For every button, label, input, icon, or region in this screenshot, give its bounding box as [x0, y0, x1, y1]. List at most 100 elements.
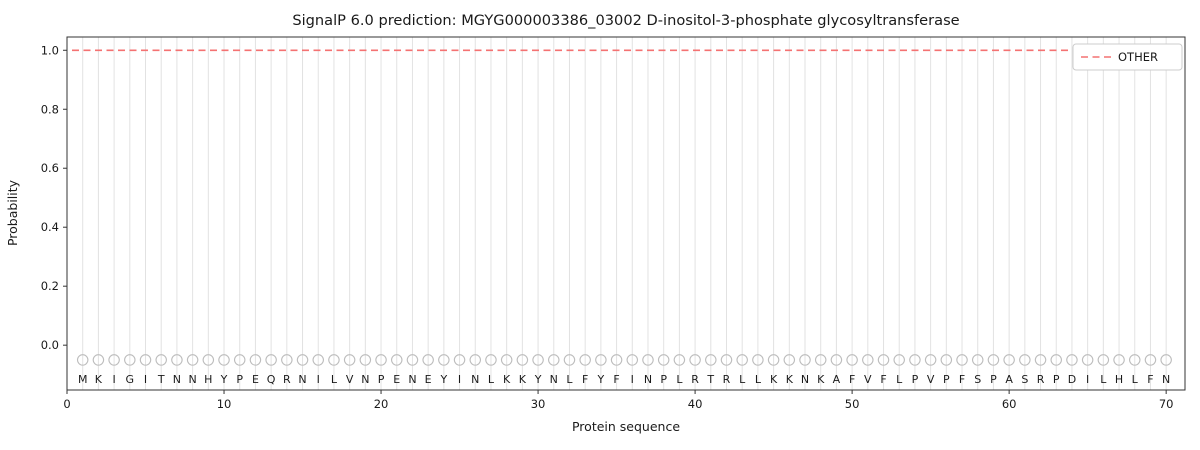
residue-letter: Y: [534, 373, 542, 386]
residue-letter: L: [896, 373, 903, 386]
residue-letter: S: [1021, 373, 1028, 386]
residue-marker: [909, 354, 921, 366]
residue-letter: L: [1132, 373, 1139, 386]
residue-marker: [752, 354, 764, 366]
residue-marker: [877, 354, 890, 366]
residue-letter: N: [408, 373, 416, 386]
residue-marker: [1097, 354, 1110, 366]
residue-letter: N: [361, 373, 369, 386]
residue-marker: [1113, 354, 1125, 366]
x-tick-label: 30: [531, 397, 546, 411]
residue-marker: [516, 354, 529, 366]
residue-marker: [736, 354, 748, 366]
residue-marker: [642, 354, 654, 366]
residue-marker: [233, 354, 246, 366]
residue-marker: [971, 354, 984, 366]
residue-marker: [657, 354, 670, 366]
residue-letter: H: [1115, 373, 1123, 386]
residue-marker: [108, 354, 120, 366]
residue-marker: [783, 354, 796, 366]
residue-marker: [155, 354, 167, 366]
residue-marker: [281, 354, 293, 366]
residue-letter: T: [706, 373, 714, 386]
residue-letter: I: [112, 373, 115, 386]
residue-letter: K: [503, 373, 511, 386]
residue-letter: P: [990, 373, 997, 386]
residue-marker: [328, 354, 340, 366]
residue-letter: I: [144, 373, 147, 386]
x-tick-label: 40: [688, 397, 703, 411]
residue-marker: [846, 354, 858, 366]
residue-letter: F: [613, 373, 619, 386]
residue-marker: [673, 354, 686, 366]
residue-marker: [469, 354, 482, 366]
residue-letter: N: [801, 373, 809, 386]
residue-marker: [359, 354, 372, 366]
residue-marker: [626, 354, 639, 366]
y-tick-label: 0.6: [41, 161, 59, 175]
residue-marker: [422, 354, 434, 366]
residue-letter: K: [770, 373, 778, 386]
residue-letter: F: [849, 373, 855, 386]
residue-letter: P: [943, 373, 950, 386]
y-tick-label: 0.8: [41, 102, 59, 116]
residue-marker: [218, 354, 230, 366]
residue-letter: V: [864, 373, 872, 386]
residue-markers: [76, 354, 1172, 366]
residue-marker: [139, 354, 152, 366]
residue-marker: [1160, 354, 1172, 366]
residue-letter: L: [566, 373, 573, 386]
residue-letter: I: [1086, 373, 1089, 386]
residue-marker: [296, 354, 309, 366]
residue-letter: F: [959, 373, 965, 386]
residue-letter: K: [817, 373, 825, 386]
residue-letter: H: [204, 373, 212, 386]
residue-letter: I: [631, 373, 634, 386]
residue-letter: F: [880, 373, 886, 386]
residue-letter: I: [317, 373, 320, 386]
residue-marker: [532, 354, 544, 366]
residue-marker: [705, 354, 717, 366]
residue-marker: [343, 354, 356, 366]
residue-letter: E: [393, 373, 400, 386]
residue-letter: P: [378, 373, 385, 386]
x-tick-label: 60: [1002, 397, 1017, 411]
y-tick-label: 1.0: [41, 43, 59, 57]
residue-letter: Y: [439, 373, 447, 386]
residue-marker: [249, 354, 262, 366]
residue-letter: P: [1053, 373, 1060, 386]
legend-label-other: OTHER: [1118, 50, 1158, 64]
residue-letter: L: [331, 373, 338, 386]
y-axis-label: Probability: [5, 179, 20, 246]
residue-letter: R: [691, 373, 699, 386]
residue-letter: S: [974, 373, 981, 386]
residue-marker: [312, 354, 324, 366]
axes-border: [66, 36, 1186, 391]
x-tick-label: 50: [845, 397, 860, 411]
residue-letter: M: [78, 373, 88, 386]
residue-letter: N: [1162, 373, 1170, 386]
residue-marker: [579, 354, 591, 366]
residue-letter: R: [723, 373, 731, 386]
residue-marker: [940, 354, 953, 366]
residue-marker: [124, 354, 136, 366]
residue-letter: L: [755, 373, 762, 386]
residue-letter: K: [519, 373, 527, 386]
axis-ticks: 0 10 20 30 40 50 60 70 0.0 0.2 0.4 0.6 0.8 1.0: [41, 43, 1174, 411]
residue-marker: [689, 354, 701, 366]
residue-marker: [1019, 354, 1031, 366]
residue-letter: P: [912, 373, 919, 386]
residue-marker: [265, 354, 277, 366]
residue-marker: [1129, 354, 1141, 366]
residue-marker: [438, 354, 450, 366]
residue-letter: Q: [267, 373, 276, 386]
residue-marker: [485, 354, 497, 366]
residue-letter: F: [582, 373, 588, 386]
residue-marker: [406, 354, 419, 366]
residue-marker: [1003, 354, 1015, 366]
residue-letter: A: [833, 373, 841, 386]
residue-letter: N: [189, 373, 197, 386]
residue-marker: [924, 354, 937, 366]
